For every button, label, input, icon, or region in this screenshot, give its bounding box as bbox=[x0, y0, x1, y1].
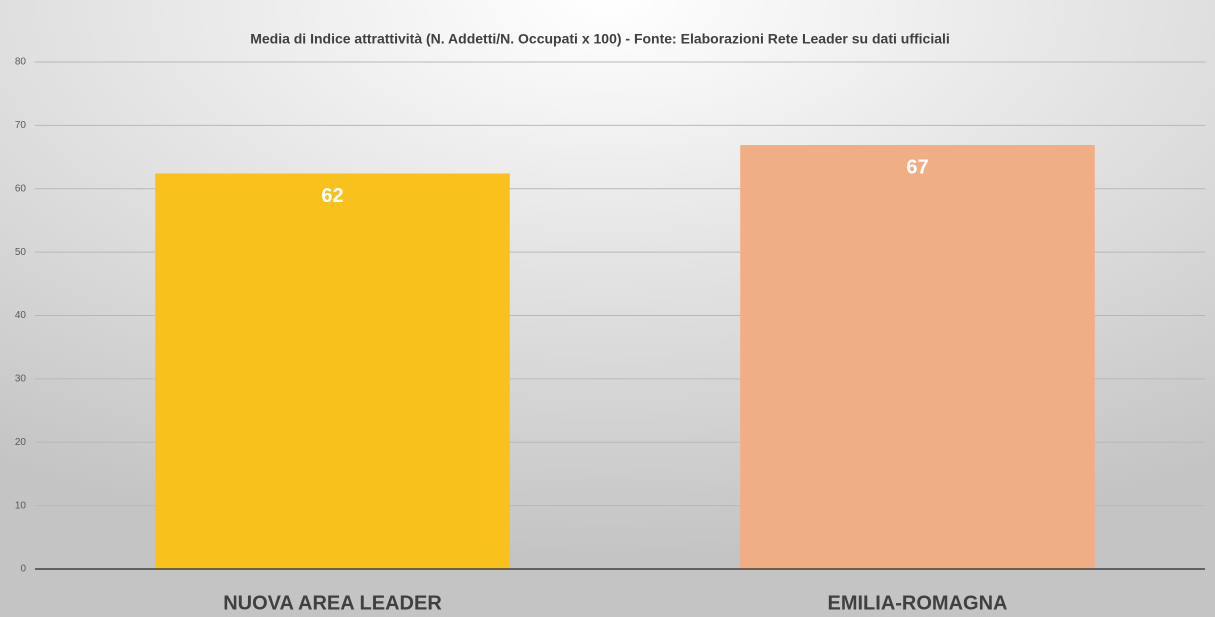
y-tick-label: 50 bbox=[15, 247, 27, 258]
y-tick-label: 40 bbox=[15, 310, 27, 321]
bar bbox=[155, 173, 510, 570]
x-tick-label: NUOVA AREA LEADER bbox=[223, 592, 442, 614]
chart-title: Media di Indice attrattività (N. Addetti… bbox=[250, 31, 950, 47]
y-tick-label: 70 bbox=[15, 120, 27, 131]
y-tick-label: 0 bbox=[20, 564, 26, 575]
y-tick-label: 20 bbox=[15, 437, 27, 448]
y-tick-label: 30 bbox=[15, 374, 27, 385]
data-label: 62 bbox=[321, 185, 343, 207]
x-tick-label: EMILIA-ROMAGNA bbox=[828, 592, 1008, 614]
data-label: 67 bbox=[906, 156, 928, 178]
y-tick-label: 10 bbox=[15, 500, 27, 511]
y-tick-label: 80 bbox=[15, 57, 27, 68]
bar bbox=[740, 145, 1095, 570]
y-tick-label: 60 bbox=[15, 183, 27, 194]
